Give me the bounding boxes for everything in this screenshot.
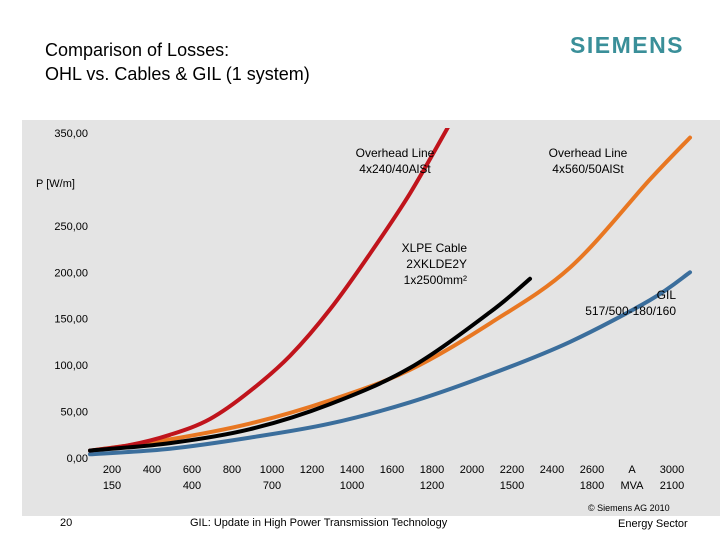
series-line: [88, 135, 692, 453]
series-line: [88, 128, 450, 453]
x-tick-label: 2200: [500, 464, 524, 476]
y-tick-label: 200,00: [54, 267, 88, 279]
copyright: © Siemens AG 2010: [588, 503, 670, 513]
series-annotation: 1x2500mm²: [404, 273, 467, 287]
y-tick-label: 100,00: [54, 360, 88, 372]
y-tick-label: 150,00: [54, 314, 88, 326]
x-tick-label: 1400: [340, 464, 364, 476]
y-tick-label: 0,00: [67, 453, 88, 465]
x-tick-label: 1000: [260, 464, 284, 476]
x-tick-label-mva: 700: [263, 480, 281, 492]
y-tick-label: 50,00: [60, 407, 88, 419]
x-tick-label: 2400: [540, 464, 564, 476]
series-annotation: 2XKLDE2Y: [406, 257, 467, 271]
series-annotation: XLPE Cable: [402, 241, 468, 255]
x-tick-label: A: [628, 464, 636, 476]
x-tick-label: 600: [183, 464, 201, 476]
series-annotation: Overhead Line: [549, 146, 628, 160]
series-annotation: 4x560/50AlSt: [552, 162, 624, 176]
y-axis-label: P [W/m]: [36, 178, 75, 190]
series-annotation: 4x240/40AlSt: [359, 162, 431, 176]
x-tick-label: 1800: [420, 464, 444, 476]
sector-label: Energy Sector: [618, 518, 688, 530]
x-tick-label-mva: 2100: [660, 480, 684, 492]
series-line: [88, 276, 532, 453]
x-tick-label: 2600: [580, 464, 604, 476]
x-tick-label: 1200: [300, 464, 324, 476]
page-title: Comparison of Losses: OHL vs. Cables & G…: [45, 38, 310, 86]
siemens-logo: SIEMENS: [570, 32, 685, 58]
x-tick-label-mva: 1200: [420, 480, 444, 492]
title-line-1: Comparison of Losses:: [45, 40, 230, 60]
title-line-2: OHL vs. Cables & GIL (1 system): [45, 64, 310, 84]
series-annotation: GIL: [657, 288, 677, 302]
x-tick-label: 2000: [460, 464, 484, 476]
x-tick-label-mva: 400: [183, 480, 201, 492]
x-tick-label: 800: [223, 464, 241, 476]
x-tick-label-mva: 1000: [340, 480, 364, 492]
x-tick-label: 3000: [660, 464, 684, 476]
header-band: [22, 0, 720, 97]
x-tick-label: 1600: [380, 464, 404, 476]
x-tick-label-mva: 150: [103, 480, 121, 492]
x-tick-label: 400: [143, 464, 161, 476]
x-tick-label-mva: 1800: [580, 480, 604, 492]
y-tick-label: 250,00: [54, 221, 88, 233]
series-line: [88, 270, 692, 457]
y-tick-label: 350,00: [54, 128, 88, 140]
footer-subtitle: GIL: Update in High Power Transmission T…: [190, 517, 448, 529]
x-tick-label-mva: 1500: [500, 480, 524, 492]
series-annotation: Overhead Line: [356, 146, 435, 160]
page-number: 20: [60, 517, 73, 529]
x-tick-label-mva: MVA: [620, 480, 644, 492]
x-tick-label: 200: [103, 464, 121, 476]
series-annotation: 517/500-180/160: [585, 304, 676, 318]
